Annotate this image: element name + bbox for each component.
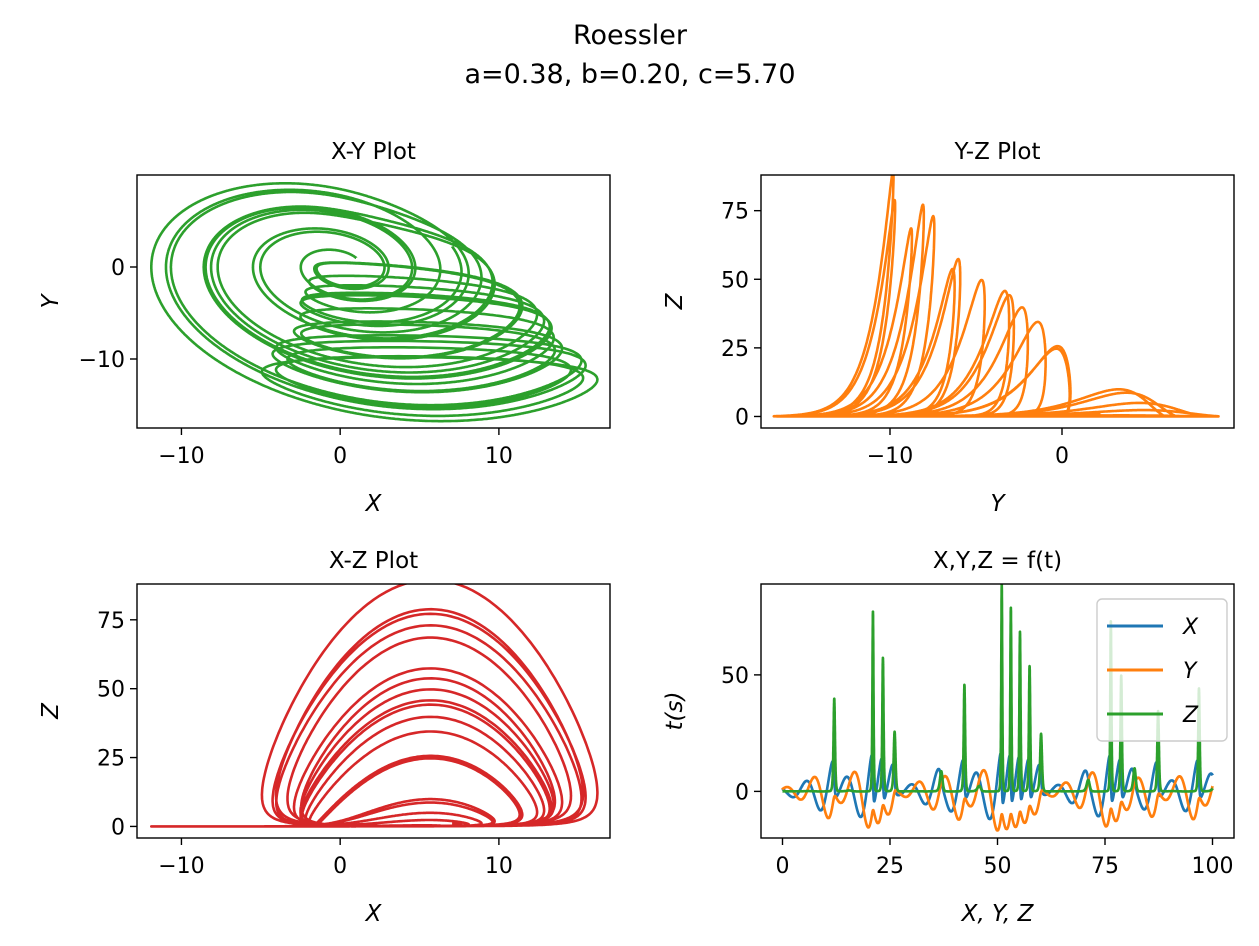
figure-title: Roessler [573,20,688,51]
x-tick-label: 0 [776,854,790,879]
axes-frame [136,583,611,839]
subplot-title: X,Y,Z = f(t) [933,548,1062,574]
series-line-xz [150,584,599,828]
y-axis-label: Z [662,292,688,310]
subplot-title: X-Z Plot [329,548,418,574]
subplot-title: X-Y Plot [331,139,416,165]
x-axis-label: X [365,901,383,927]
x-tick-label: 0 [333,854,347,879]
y-tick-label: 50 [721,268,749,293]
x-axis-label: X [365,491,383,517]
x-tick-label: −10 [867,444,913,469]
plot-area [781,584,1214,832]
x-tick-label: 25 [876,854,904,879]
legend: XYZ [1096,598,1228,742]
figure-subtitle: a=0.38, b=0.20, c=5.70 [464,59,795,90]
axes-frame [760,174,1235,429]
x-tick-label: 100 [1192,854,1234,879]
y-tick-label: 0 [735,405,749,430]
y-tick-label: 50 [721,664,749,689]
series-line-Z [781,584,1214,793]
y-axis-label: Z [38,702,64,720]
plot-area [772,175,1220,418]
axes-frame [136,174,611,429]
y-axis-label: t(s) [662,692,688,731]
x-tick-label: 10 [485,854,513,879]
y-tick-label: 25 [97,747,125,772]
subplot-xy: X-Y Plot −10 0 10 0 −10 X Y [38,139,611,517]
legend-label: Z [1182,703,1199,728]
x-tick-label: −10 [158,854,204,879]
y-tick-label: −10 [79,348,125,373]
x-tick-label: 0 [333,444,347,469]
y-tick-label: 75 [721,200,749,225]
legend-label: X [1182,615,1199,640]
x-tick-label: −10 [158,444,204,469]
subplot-time: X,Y,Z = f(t) 0 25 50 75 100 0 50 X, Y, Z t(s) XYZ [662,548,1235,927]
series-line-Y [781,768,1214,832]
x-axis-label: Y [990,491,1006,517]
plot-area [150,182,599,423]
series-line-yz [772,175,1220,418]
series-line-xy [150,182,599,423]
y-tick-label: 75 [97,609,125,634]
x-axis-label: X, Y, Z [961,901,1035,927]
y-tick-label: 50 [97,678,125,703]
y-tick-label: 0 [111,256,125,281]
x-tick-label: 50 [984,854,1012,879]
x-tick-label: 75 [1091,854,1119,879]
y-axis-label: Y [38,293,64,309]
x-tick-label: 10 [485,444,513,469]
subplot-yz: Y-Z Plot −10 0 0 25 50 75 Y Z [662,139,1235,517]
y-tick-label: 0 [111,815,125,840]
y-tick-label: 0 [735,780,749,805]
legend-label: Y [1183,659,1198,684]
y-tick-label: 25 [721,337,749,362]
plot-area [150,584,599,828]
x-tick-label: 0 [1055,444,1069,469]
subplot-title: Y-Z Plot [953,139,1040,165]
subplot-xz: X-Z Plot −10 0 10 0 25 50 75 X Z [38,548,611,927]
